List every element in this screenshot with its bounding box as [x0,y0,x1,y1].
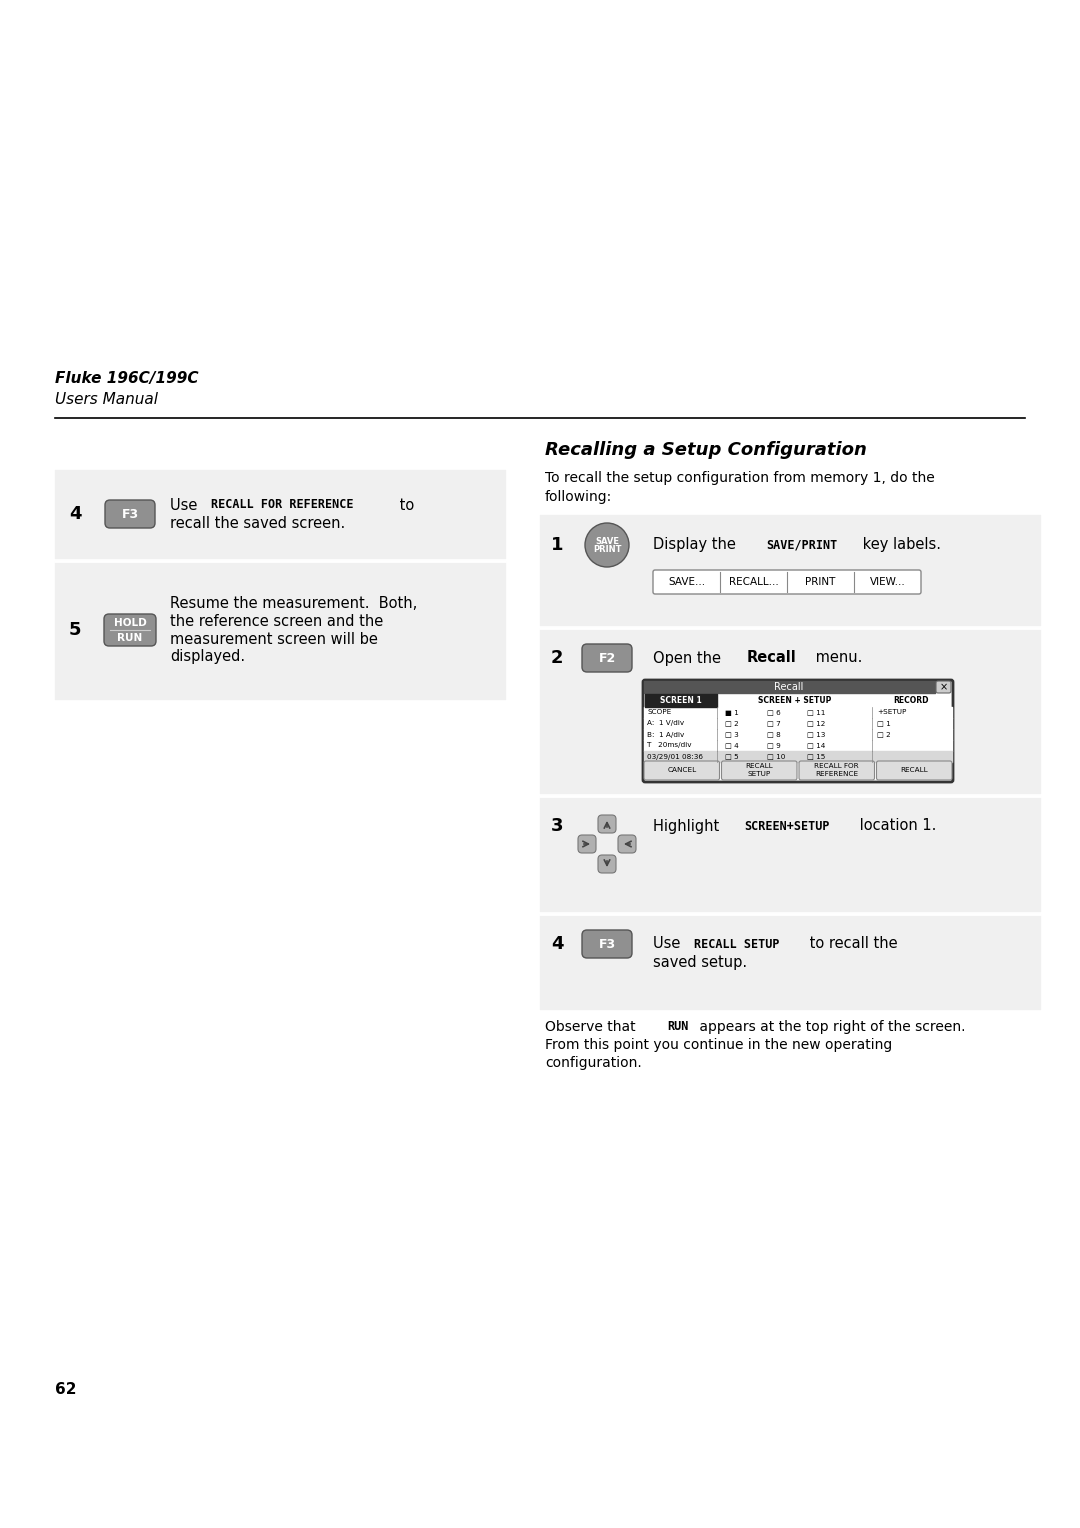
Text: □ 4: □ 4 [725,743,739,749]
Text: key labels.: key labels. [858,538,941,553]
FancyBboxPatch shape [104,614,156,646]
Text: T   20ms/div: T 20ms/div [647,743,691,749]
Text: Highlight: Highlight [653,819,724,833]
Text: SCREEN+SETUP: SCREEN+SETUP [744,819,829,833]
Ellipse shape [585,523,629,567]
Text: Use: Use [170,498,202,512]
Text: 62: 62 [55,1383,77,1398]
Text: Observe that: Observe that [545,1021,640,1034]
Text: 2: 2 [551,649,564,668]
Text: F3: F3 [598,938,616,950]
FancyBboxPatch shape [721,761,797,779]
Text: 5: 5 [69,620,81,639]
Text: □ 2: □ 2 [725,721,739,726]
Text: 4: 4 [69,504,81,523]
Text: recall the saved screen.: recall the saved screen. [170,515,346,530]
Text: RECALL SETUP: RECALL SETUP [694,938,780,950]
FancyBboxPatch shape [598,856,616,872]
Text: following:: following: [545,490,612,504]
Text: 3: 3 [551,817,564,834]
Text: 4: 4 [551,935,564,953]
Text: □ 8: □ 8 [767,732,781,738]
Text: □ 1: □ 1 [877,721,891,726]
Text: RECALL...: RECALL... [729,578,779,587]
Text: to: to [395,498,415,512]
Text: measurement screen will be: measurement screen will be [170,631,378,646]
Text: □ 6: □ 6 [767,709,781,715]
Text: RECALL
SETUP: RECALL SETUP [745,764,773,776]
Text: PRINT: PRINT [806,578,836,587]
Text: □ 2: □ 2 [877,732,891,738]
Text: RECALL FOR REFERENCE: RECALL FOR REFERENCE [212,498,354,512]
Text: 1: 1 [551,536,564,555]
Text: to recall the: to recall the [805,937,897,952]
Text: RUN: RUN [667,1021,689,1033]
Text: saved setup.: saved setup. [653,955,747,969]
Text: F2: F2 [598,651,616,665]
Text: SCREEN + SETUP: SCREEN + SETUP [758,695,832,704]
Text: PRINT: PRINT [593,545,621,555]
Text: F3: F3 [121,507,138,521]
Text: Recall: Recall [746,651,796,666]
Text: SAVE: SAVE [595,536,619,545]
Text: the reference screen and the: the reference screen and the [170,614,383,628]
Text: Recalling a Setup Configuration: Recalling a Setup Configuration [545,442,867,458]
Text: To recall the setup configuration from memory 1, do the: To recall the setup configuration from m… [545,471,935,484]
Text: B:  1 A/div: B: 1 A/div [647,732,685,738]
Text: □ 12: □ 12 [807,721,825,726]
FancyBboxPatch shape [618,834,636,853]
Text: RECORD: RECORD [894,695,929,704]
Text: configuration.: configuration. [545,1056,642,1070]
FancyBboxPatch shape [105,500,156,529]
FancyBboxPatch shape [582,643,632,672]
Text: +SETUP: +SETUP [877,709,906,715]
FancyBboxPatch shape [643,680,953,782]
Text: A:  1 V/div: A: 1 V/div [647,721,684,726]
Text: □ 10: □ 10 [767,753,785,759]
Text: RECALL FOR
REFERENCE: RECALL FOR REFERENCE [814,764,859,776]
Text: □ 3: □ 3 [725,732,739,738]
Text: HOLD: HOLD [113,617,147,628]
Text: □ 11: □ 11 [807,709,825,715]
Text: From this point you continue in the new operating: From this point you continue in the new … [545,1038,892,1051]
Text: SAVE/PRINT: SAVE/PRINT [766,538,837,552]
Text: □ 15: □ 15 [807,753,825,759]
Text: SAVE...: SAVE... [667,578,705,587]
Text: □ 9: □ 9 [767,743,781,749]
FancyBboxPatch shape [582,931,632,958]
Text: RUN: RUN [118,633,143,643]
Text: □ 14: □ 14 [807,743,825,749]
Text: □ 5: □ 5 [725,753,739,759]
Text: displayed.: displayed. [170,649,245,665]
Text: VIEW...: VIEW... [869,578,905,587]
FancyBboxPatch shape [598,814,616,833]
Text: Recall: Recall [774,683,804,692]
Text: Users Manual: Users Manual [55,393,158,408]
Text: 03/29/01 08:36: 03/29/01 08:36 [647,753,703,759]
FancyBboxPatch shape [578,834,596,853]
Text: CANCEL: CANCEL [667,767,697,773]
Text: SCOPE: SCOPE [647,709,672,715]
Text: ■ 1: ■ 1 [725,709,739,715]
Text: SCREEN 1: SCREEN 1 [660,695,702,704]
Text: Resume the measurement.  Both,: Resume the measurement. Both, [170,596,417,611]
Text: RECALL: RECALL [901,767,928,773]
Text: menu.: menu. [811,651,862,666]
Text: location 1.: location 1. [854,819,936,833]
Text: Display the: Display the [653,538,741,553]
FancyBboxPatch shape [644,761,719,779]
Text: ×: × [940,683,947,692]
Text: Fluke 196C/199C: Fluke 196C/199C [55,370,199,385]
Text: □ 13: □ 13 [807,732,825,738]
Text: □ 7: □ 7 [767,721,781,726]
FancyBboxPatch shape [936,681,951,694]
FancyBboxPatch shape [799,761,875,779]
FancyBboxPatch shape [877,761,951,779]
Text: appears at the top right of the screen.: appears at the top right of the screen. [696,1021,966,1034]
FancyBboxPatch shape [653,570,921,594]
Text: Use: Use [653,937,685,952]
Text: Open the: Open the [653,651,726,666]
